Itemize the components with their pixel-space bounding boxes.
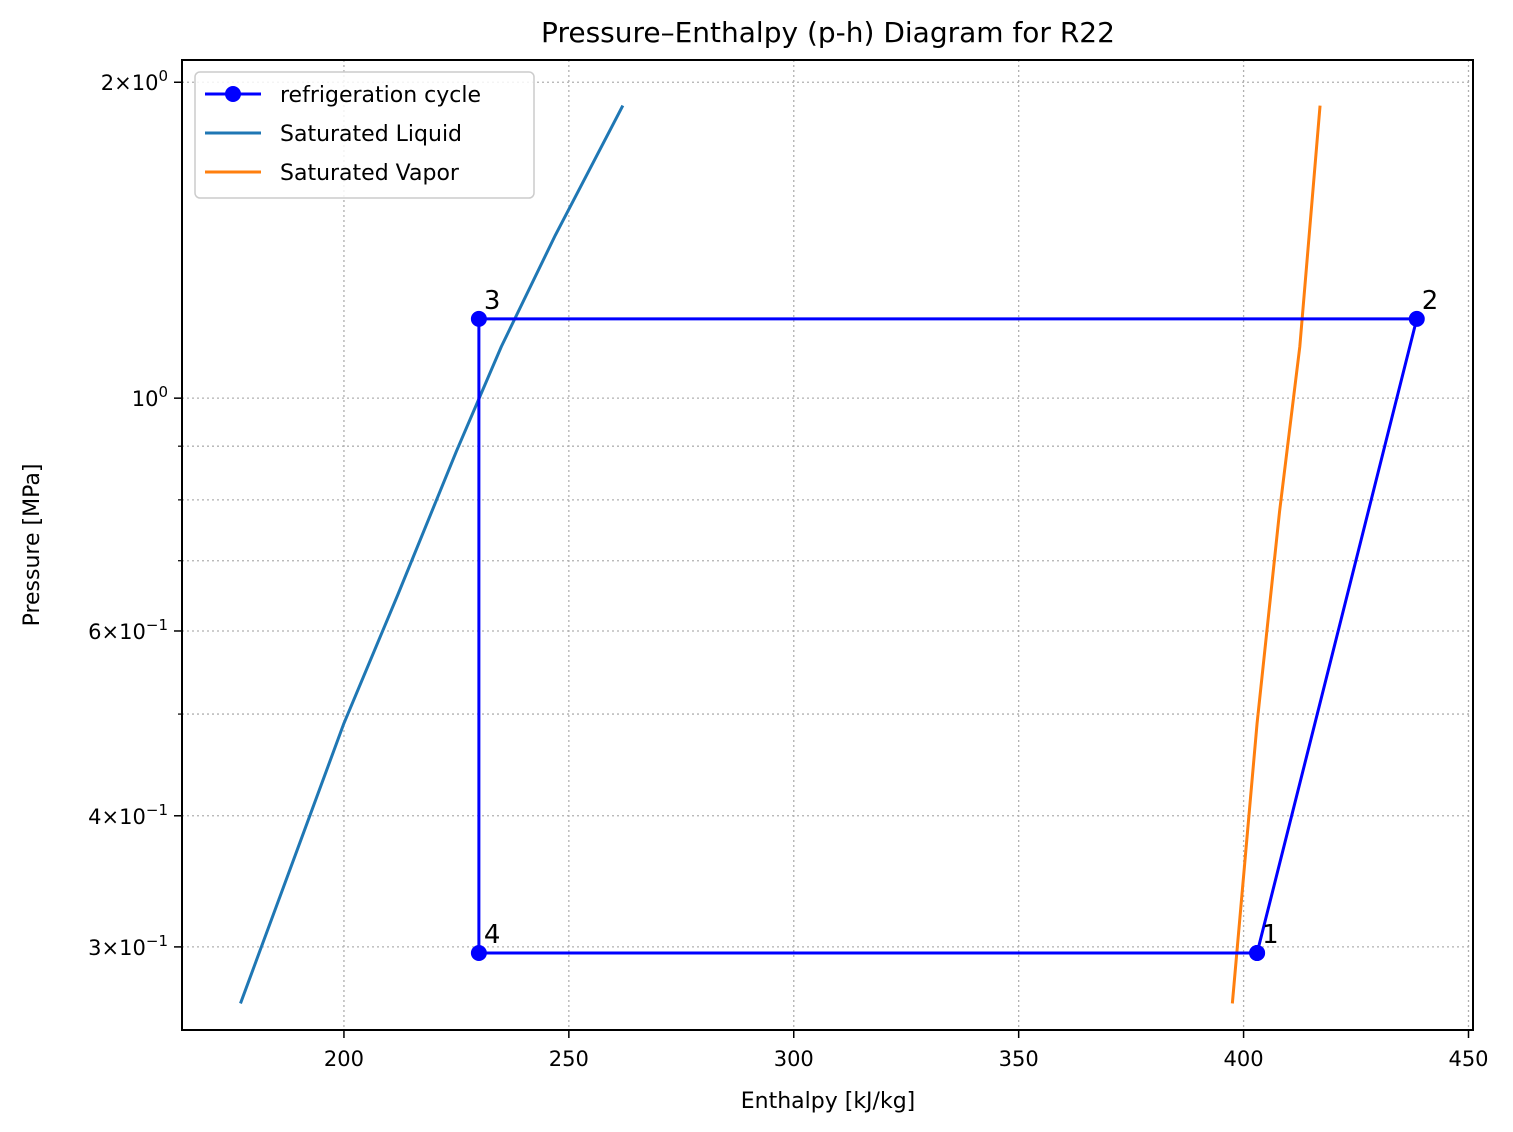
legend-box: [194, 71, 535, 199]
y-tick-label: 3×10−1: [88, 932, 168, 960]
cycle-point-label: 2: [1422, 286, 1439, 316]
legend-label: Saturated Liquid: [280, 122, 462, 147]
plot-area-frame: [181, 59, 1474, 1031]
y-tick-label: 6×10−1: [88, 616, 168, 644]
legend-marker: [225, 86, 241, 102]
x-tick-label: 250: [549, 1047, 589, 1071]
cycle-point-label: 4: [484, 920, 501, 950]
chart-title: Pressure–Enthalpy (p-h) Diagram for R22: [541, 16, 1115, 49]
cycle-point-marker: [1408, 310, 1425, 327]
cycle-point-marker: [1249, 945, 1266, 962]
cycle-point-marker: [470, 945, 487, 962]
y-tick-label: 100: [132, 383, 168, 411]
y-axis-label: Pressure [MPa]: [20, 464, 45, 627]
cycle-point-label: 1: [1262, 920, 1279, 950]
x-tick-label: 400: [1224, 1047, 1264, 1071]
cycle-point-marker: [470, 310, 487, 327]
legend-label: refrigeration cycle: [280, 83, 481, 108]
x-tick-label: 450: [1448, 1047, 1488, 1071]
axes: 200 250 300 350 400 450 3×10−1 4×10−1 6×10−1 100 2…: [88, 67, 1488, 1071]
saturated-vapor-line: [1230, 105, 1322, 1004]
x-tick-label: 200: [324, 1047, 364, 1071]
y-tick-label: 4×10−1: [88, 801, 168, 829]
x-tick-label: 350: [999, 1047, 1039, 1071]
legend-label: Saturated Vapor: [280, 161, 460, 186]
y-tick-label: 2×100: [101, 67, 168, 95]
saturated-liquid-line: [239, 104, 625, 1004]
legend: refrigeration cycle Saturated Liquid Satur…: [194, 71, 535, 199]
x-axis-label: Enthalpy [kJ/kg]: [741, 1089, 916, 1114]
cycle-point-label: 3: [484, 286, 501, 316]
x-tick-label: 300: [774, 1047, 814, 1071]
marker-layer: 1 2 3 4: [470, 286, 1439, 962]
